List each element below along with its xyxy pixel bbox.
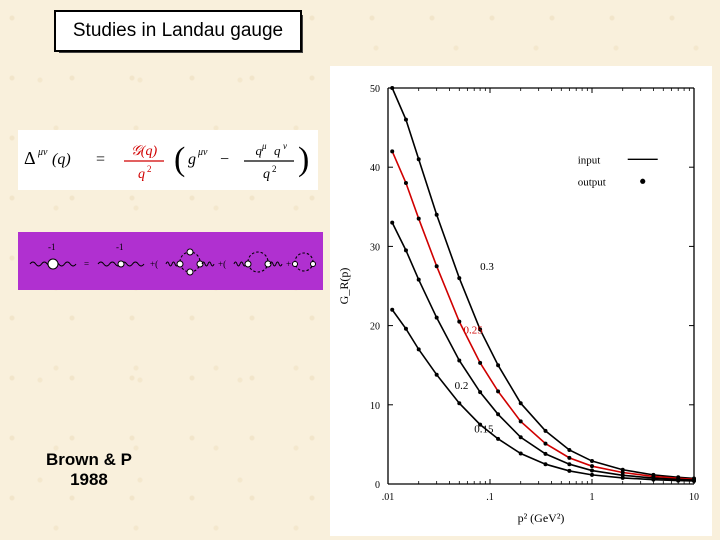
svg-text:(q): (q) [52, 151, 71, 168]
svg-text:0: 0 [375, 480, 380, 491]
citation-line-2: 1988 [46, 470, 132, 490]
svg-text:G_R(p): G_R(p) [337, 268, 351, 305]
svg-text:2: 2 [272, 164, 277, 174]
svg-text:−: − [220, 151, 229, 168]
svg-text:g: g [188, 151, 196, 168]
svg-text:0.15: 0.15 [474, 424, 494, 436]
svg-text:40: 40 [370, 163, 380, 174]
equation-svg: Δμν(q)=𝒢(q)q2(gμν−qμqνq2) [18, 132, 318, 188]
svg-text:0.2: 0.2 [455, 380, 469, 392]
svg-text:μν: μν [37, 147, 48, 158]
svg-text:0.25: 0.25 [464, 325, 484, 337]
svg-text:q: q [138, 167, 145, 182]
svg-text:+(: +( [150, 259, 158, 269]
title-box: Studies in Landau gauge [54, 10, 302, 52]
svg-text:): ) [298, 141, 309, 178]
svg-text:output: output [578, 176, 606, 188]
svg-text:ν: ν [283, 141, 287, 151]
chart-svg: 0 10 20 30 40 50 .01 .1 1 10 G_R(p) p² (GeV²) 0.3 0.2… [330, 66, 712, 536]
svg-text:.01: .01 [382, 492, 395, 503]
citation-line-1: Brown & P [46, 450, 132, 470]
svg-text:0.3: 0.3 [480, 261, 494, 273]
svg-text:1: 1 [590, 492, 595, 503]
svg-text:q: q [263, 167, 270, 182]
citation: Brown & P 1988 [46, 450, 132, 490]
svg-text:(: ( [174, 141, 185, 178]
svg-text:20: 20 [370, 322, 380, 333]
svg-text:μν: μν [197, 147, 208, 158]
svg-text:μ: μ [261, 141, 267, 151]
svg-text:.1: .1 [486, 492, 494, 503]
dse-diagram: -1 = -1 +( +( + [18, 232, 323, 290]
svg-text:=: = [84, 259, 89, 269]
svg-text:30: 30 [370, 242, 380, 253]
svg-text:-1: -1 [116, 242, 124, 252]
svg-text:50: 50 [370, 84, 380, 95]
svg-text:=: = [96, 151, 105, 168]
dse-diagram-svg: -1 = -1 +( +( + [18, 232, 323, 290]
svg-text:𝒢(q): 𝒢(q) [131, 144, 158, 159]
svg-text:p² (GeV²): p² (GeV²) [518, 511, 565, 525]
svg-text:input: input [578, 154, 601, 166]
svg-text:Δ: Δ [24, 148, 36, 168]
svg-text:+: + [286, 259, 291, 269]
svg-text:-1: -1 [48, 242, 56, 252]
propagator-equation: Δμν(q)=𝒢(q)q2(gμν−qμqνq2) [18, 130, 318, 190]
chart-panel: 0 10 20 30 40 50 .01 .1 1 10 G_R(p) p² (GeV²) 0.3 0.2… [330, 66, 712, 536]
page-title: Studies in Landau gauge [73, 20, 283, 42]
svg-text:2: 2 [147, 164, 152, 174]
svg-text:q: q [274, 143, 281, 158]
svg-text:10: 10 [689, 492, 699, 503]
svg-text:+(: +( [218, 259, 226, 269]
svg-text:10: 10 [370, 401, 380, 412]
